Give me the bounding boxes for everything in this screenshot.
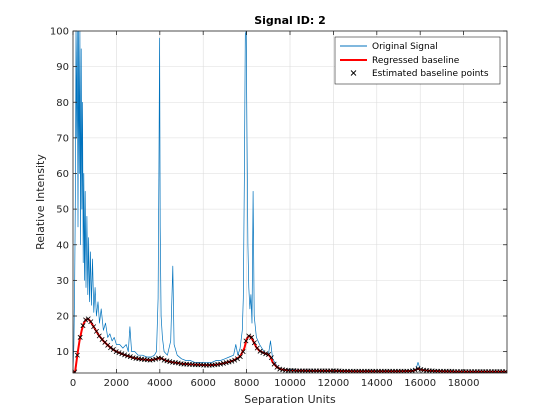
x-tick-label: 6000 [190,378,215,389]
baseline-point-marker [237,354,243,360]
x-tick-label: 14000 [361,378,393,389]
baseline-point-marker [251,340,257,346]
y-tick-label: 100 [50,27,69,38]
y-axis-label: Relative Intensity [34,154,47,250]
baseline-point-marker [116,350,122,356]
baseline-point-marker [229,358,235,364]
baseline-point-marker [415,366,421,372]
baseline-point-marker [240,349,246,355]
baseline-point-marker [93,328,99,334]
baseline-point-marker [232,357,238,363]
baseline-point-marker [226,359,232,365]
baseline-point-marker [161,357,167,363]
baseline-point-marker [88,319,94,325]
y-tick-label: 90 [56,62,69,73]
y-tick-label: 50 [56,205,69,216]
legend-original-signal-label: Original Signal [372,42,438,52]
baseline-point-marker [175,360,181,366]
baseline-point-marker [167,359,173,365]
series-layer [73,31,507,373]
x-tick-label: 2000 [104,378,129,389]
baseline-point-marker [277,366,283,372]
baseline-point-marker [150,357,156,363]
baseline-point-marker [418,366,424,372]
y-tick-label: 80 [56,98,69,109]
baseline-point-marker [257,348,263,354]
baseline-point-marker [83,317,89,323]
baseline-point-marker [108,345,114,351]
baseline-point-marker [268,355,274,361]
baseline-point-marker [124,353,130,359]
baseline-point-marker [412,367,418,373]
legend-regressed-baseline-label: Regressed baseline [372,56,460,66]
x-tick-label: 10000 [274,378,306,389]
baseline-point-marker [274,364,280,370]
y-axis: 10 20 30 40 50 60 70 80 90 100 [50,27,507,358]
baseline-point-marker [243,338,249,344]
baseline-point-marker [119,351,125,357]
y-tick-label: 60 [56,169,69,180]
baseline-point-marker [113,349,119,355]
baseline-point-marker [249,334,255,340]
y-tick-label: 70 [56,133,69,144]
baseline-point-marker [158,355,164,361]
baseline-point-marker [96,333,102,339]
baseline-point-marker [409,368,415,373]
x-tick-label: 18000 [448,378,480,389]
y-tick-label: 30 [56,276,69,287]
y-tick-label: 10 [56,347,69,358]
baseline-point-marker [218,361,224,367]
legend-baseline-points-label: Estimated baseline points [372,69,489,79]
baseline-point-marker [91,324,97,330]
baseline-point-marker [130,355,136,361]
baseline-point-marker [260,350,266,356]
x-tick-label: 0 [70,378,76,389]
baseline-point-marker [223,360,229,366]
baseline-point-marker [263,351,269,357]
x-tick-label: 4000 [147,378,172,389]
y-tick-label: 40 [56,240,69,251]
baseline-point-marker [164,358,170,364]
y-tick-label: 20 [56,312,69,323]
x-tick-label: 16000 [404,378,436,389]
baseline-point-marker [80,323,86,329]
legend-baseline-points-marker [350,70,357,76]
chart-title: Signal ID: 2 [254,14,326,27]
baseline-point-marker [74,352,80,358]
baseline-point-marker [127,354,133,360]
baseline-point-marker [153,356,159,362]
x-axis: 0 2000 4000 6000 8000 10000 12000 14000 16000 180… [70,31,480,389]
baseline-point-marker [122,352,128,358]
x-tick-label: 8000 [234,378,259,389]
series-regressed-baseline-line [73,317,507,373]
baseline-point-marker [235,356,240,362]
baseline-point-marker [110,347,116,352]
baseline-point-marker [246,333,252,339]
baseline-point-marker [220,360,226,366]
baseline-point-marker [77,334,83,340]
x-tick-label: 12000 [317,378,349,389]
x-axis-label: Separation Units [244,393,336,406]
legend: Original Signal Regressed baseline Estim… [334,36,501,85]
